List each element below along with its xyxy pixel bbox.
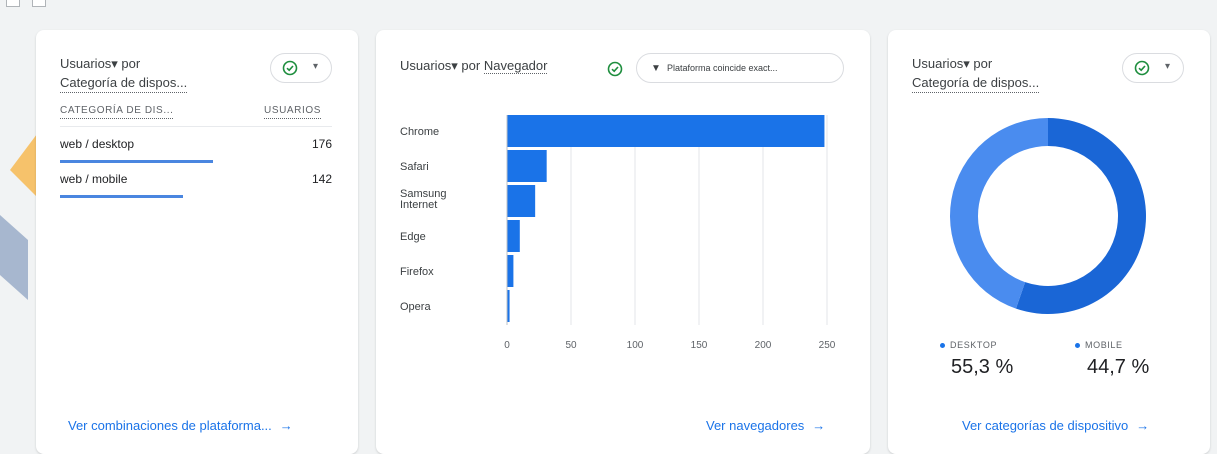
column-header-users[interactable]: USUARIOS — [264, 105, 322, 119]
check-circle-icon[interactable] — [607, 61, 623, 77]
link-label: Ver navegadores — [706, 418, 805, 433]
x-tick-label: 0 — [504, 340, 510, 351]
title-dimension[interactable]: Navegador — [483, 58, 548, 74]
card-title: Usuarios▾ por Navegador — [400, 56, 548, 75]
bar — [507, 255, 514, 287]
browser-chart-card — [376, 30, 870, 454]
x-tick-label: 150 — [691, 340, 708, 351]
category-label: Opera — [400, 301, 431, 313]
x-tick-label: 200 — [755, 340, 772, 351]
divider — [60, 126, 332, 127]
arrow-right-icon: → — [1136, 418, 1150, 433]
chevron-down-icon: ▾ — [313, 61, 319, 72]
title-metric[interactable]: Usuarios▾ por — [912, 56, 993, 71]
desktop-percentage: 55,3 % — [951, 356, 1014, 378]
title-dimension[interactable]: Categoría de dispos... — [912, 73, 1040, 93]
chevron-down-icon: ▾ — [1165, 61, 1171, 72]
donut-slice-desktop — [1015, 118, 1146, 314]
browser-bar-chart: 0 50 100 150 200 250 Chrome Safari Samsung Intern… — [400, 115, 836, 351]
comparison-button[interactable]: ▾ — [1122, 53, 1184, 83]
bar — [507, 220, 520, 252]
row-value: 142 — [311, 172, 332, 186]
filter-label: Plataforma coincide exact... — [667, 63, 778, 73]
donut-slice-mobile — [950, 118, 1048, 309]
card-title: Usuarios▾ por Categoría de dispos... — [60, 54, 188, 93]
legend-desktop: DESKTOP — [940, 340, 997, 350]
x-tick-label: 50 — [565, 340, 577, 351]
x-tick-label: 250 — [819, 340, 836, 351]
category-label: Firefox — [400, 266, 434, 278]
column-header-category[interactable]: CATEGORÍA DE DIS... — [60, 105, 174, 119]
comparison-button[interactable]: ▾ — [270, 53, 332, 83]
category-label: Chrome — [400, 126, 439, 138]
row-value: 176 — [311, 137, 332, 151]
mobile-percentage: 44,7 % — [1087, 356, 1150, 378]
check-circle-icon — [1134, 60, 1150, 76]
category-label: Safari — [400, 161, 429, 173]
filter-chip[interactable]: ▼ Plataforma coincide exact... — [636, 53, 844, 83]
row-label: web / mobile — [60, 172, 128, 186]
title-metric[interactable]: Usuarios▾ por — [60, 56, 141, 71]
device-donut-chart — [950, 118, 1146, 314]
window-control[interactable] — [32, 0, 46, 7]
bar — [507, 185, 536, 217]
title-metric[interactable]: Usuarios▾ por — [400, 58, 481, 73]
card-title: Usuarios▾ por Categoría de dispos... — [912, 54, 1040, 93]
legend-dot — [1075, 343, 1080, 349]
background-decoration — [0, 130, 40, 300]
row-share-bar — [60, 160, 213, 163]
bar — [507, 115, 825, 147]
window-control[interactable] — [6, 0, 20, 7]
view-device-categories-link[interactable]: Ver categorías de dispositivo → — [962, 418, 1149, 433]
link-label: Ver categorías de dispositivo — [962, 418, 1129, 433]
device-category-donut-card — [888, 30, 1210, 454]
category-label: Edge — [400, 231, 426, 243]
bar — [507, 150, 547, 182]
category-label: Samsung Internet — [400, 188, 446, 211]
device-category-table-card — [36, 30, 358, 454]
legend-dot — [940, 343, 945, 349]
filter-icon: ▼ — [651, 63, 661, 74]
legend-label: MOBILE — [1085, 340, 1123, 350]
background-blue-shape — [0, 215, 28, 300]
check-circle-icon — [282, 60, 298, 76]
legend-mobile: MOBILE — [1075, 340, 1123, 350]
bar — [507, 290, 510, 322]
background-orange-shape — [10, 130, 40, 200]
row-share-bar — [60, 195, 184, 198]
row-label: web / desktop — [60, 137, 135, 151]
link-label: Ver combinaciones de plataforma... — [68, 418, 272, 433]
arrow-right-icon: → — [279, 418, 293, 433]
legend-label: DESKTOP — [950, 340, 998, 350]
arrow-right-icon: → — [812, 418, 826, 433]
view-platform-combinations-link[interactable]: Ver combinaciones de plataforma... → — [68, 418, 293, 433]
title-dimension[interactable]: Categoría de dispos... — [60, 73, 188, 93]
view-browsers-link[interactable]: Ver navegadores → — [706, 418, 825, 433]
x-tick-label: 100 — [627, 340, 644, 351]
